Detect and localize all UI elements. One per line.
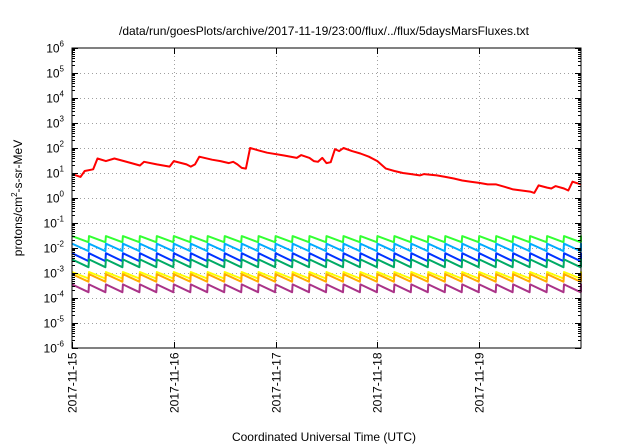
y-tick-exp: 5: [60, 65, 65, 74]
y-tick-label: 10-2: [44, 240, 65, 256]
y-tick-base: 10: [44, 342, 58, 356]
x-tick-label: 2017-11-19: [473, 352, 487, 413]
y-tick-base: 10: [44, 267, 58, 281]
y-tick-base: 10: [44, 317, 58, 331]
y-tick-exp: 0: [60, 190, 65, 199]
y-tick-label: 10-1: [44, 215, 65, 231]
series-line: [71, 242, 582, 253]
y-tick-labels: 10-610-510-410-310-210-11001011021031041…: [44, 40, 65, 356]
y-tick-exp: 4: [60, 90, 65, 99]
y-axis-label-base: protons/cm: [11, 197, 25, 256]
y-axis-label-sup: 2: [10, 192, 19, 197]
y-axis-label: protons/cm2-s-sr-MeV: [10, 140, 25, 256]
y-tick-base: 10: [46, 192, 60, 206]
grid-lines: [72, 48, 581, 348]
y-tick-base: 10: [46, 92, 60, 106]
y-tick-base: 10: [46, 117, 60, 131]
y-tick-exp: -3: [57, 265, 65, 274]
y-tick-exp: -1: [57, 215, 65, 224]
y-tick-label: 10-5: [44, 315, 65, 331]
y-tick-exp: 6: [60, 40, 65, 49]
y-tick-base: 10: [44, 292, 58, 306]
chart-title: /data/run/goesPlots/archive/2017-11-19/2…: [119, 24, 530, 38]
y-tick-exp: -2: [57, 240, 65, 249]
x-tick-label: 2017-11-15: [66, 352, 80, 413]
y-tick-base: 10: [44, 242, 58, 256]
y-tick-exp: 1: [60, 165, 65, 174]
axis-ticks: [72, 48, 581, 349]
series-lines: [71, 147, 582, 294]
y-tick-label: 105: [46, 65, 64, 81]
y-tick-label: 102: [46, 140, 64, 156]
y-tick-base: 10: [46, 67, 60, 81]
series-line: [71, 258, 582, 269]
x-tick-label: 2017-11-18: [371, 352, 385, 413]
x-tick-label: 2017-11-16: [168, 352, 182, 413]
series-line: [71, 252, 582, 263]
y-tick-exp: 3: [60, 115, 65, 124]
y-tick-base: 10: [44, 217, 58, 231]
y-tick-label: 10-4: [44, 290, 65, 306]
y-tick-label: 103: [46, 115, 64, 131]
y-tick-exp: -4: [57, 290, 65, 299]
y-tick-label: 106: [46, 40, 64, 56]
y-tick-exp: -5: [57, 315, 65, 324]
y-tick-label: 104: [46, 90, 64, 106]
y-tick-label: 10-3: [44, 265, 65, 281]
y-tick-base: 10: [46, 167, 60, 181]
x-tick-label: 2017-11-17: [270, 352, 284, 413]
series-line: [71, 235, 582, 244]
y-tick-label: 10-6: [44, 340, 65, 356]
series-line: [71, 273, 582, 283]
series-line: [71, 147, 582, 194]
x-tick-labels: 2017-11-15 2017-11-16 2017-11-17 2017-11-18…: [66, 352, 487, 413]
y-tick-base: 10: [46, 42, 60, 56]
y-tick-exp: -6: [57, 340, 65, 349]
y-tick-label: 101: [46, 165, 64, 181]
series-line: [71, 283, 582, 294]
y-tick-base: 10: [46, 142, 60, 156]
y-tick-label: 100: [46, 190, 64, 206]
y-axis-label-rest: -s-sr-MeV: [11, 140, 25, 193]
x-axis-label: Coordinated Universal Time (UTC): [232, 430, 416, 444]
series-line: [71, 271, 582, 280]
y-tick-exp: 2: [60, 140, 65, 149]
